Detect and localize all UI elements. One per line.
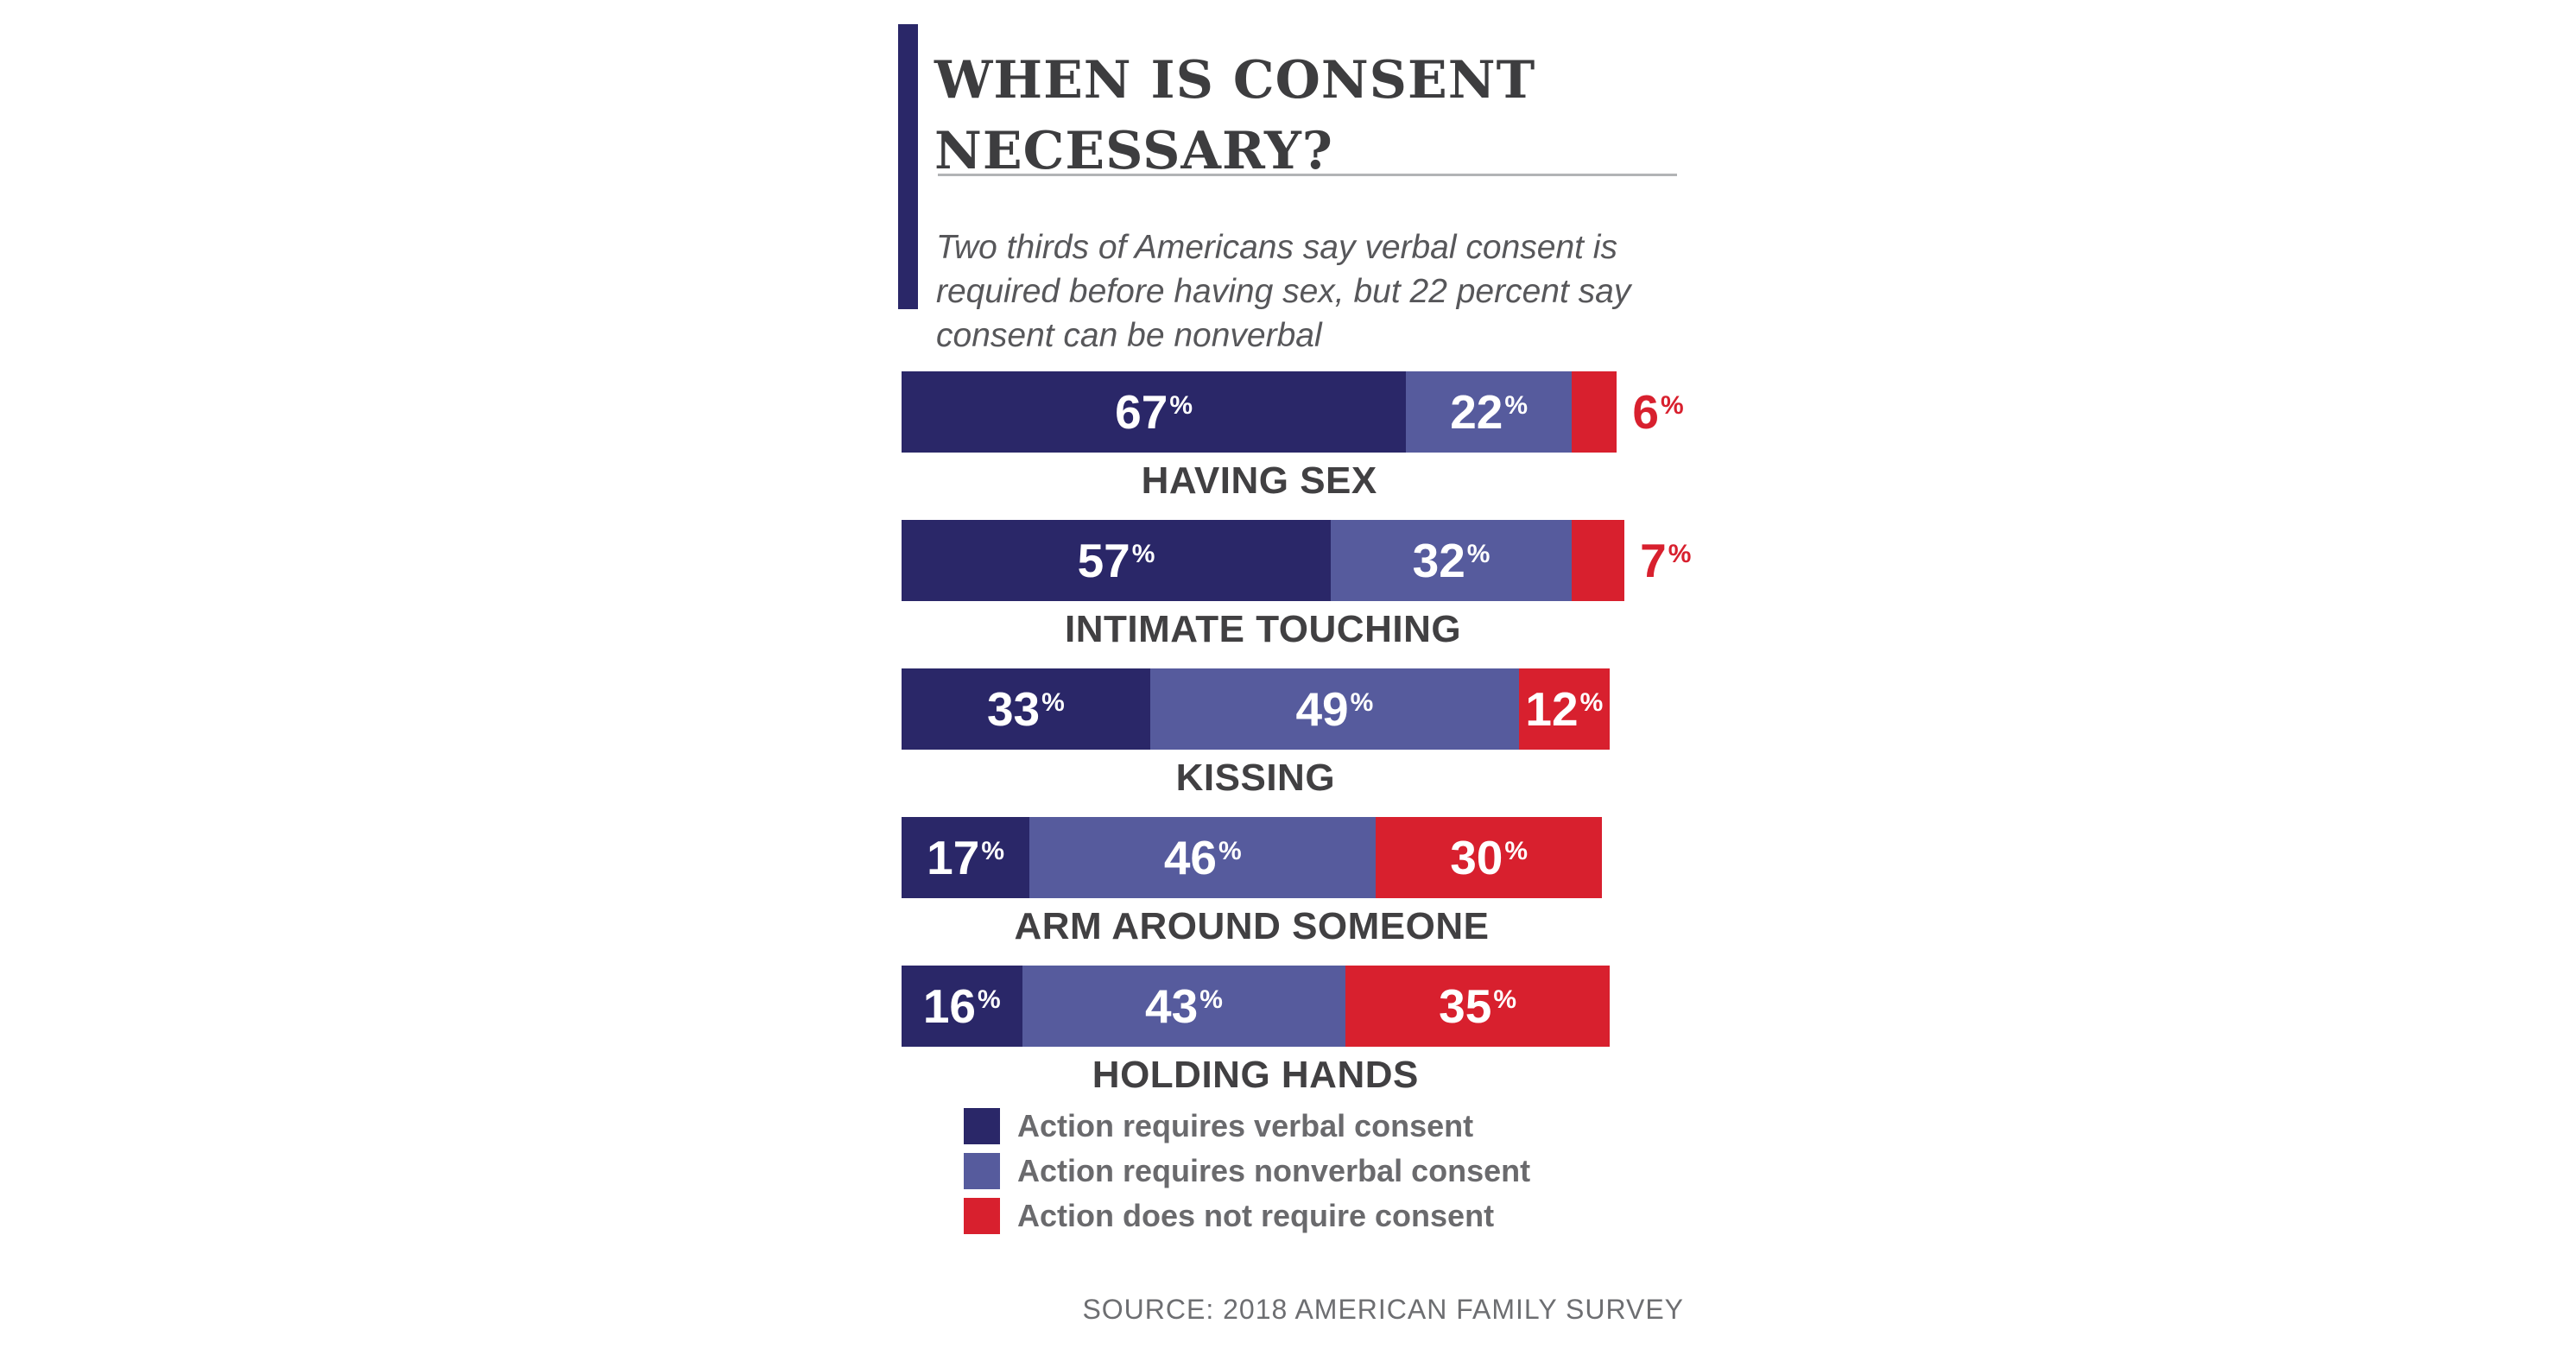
bar-outside-value-label: 7% xyxy=(1640,520,1691,601)
bar-category-label: ARM AROUND SOMEONE xyxy=(1014,905,1490,947)
bar-category-label: HOLDING HANDS xyxy=(1092,1054,1419,1096)
bar-segment-nonverbal: 22% xyxy=(1406,371,1573,453)
bar-row: 17% 46% 30% ARM AROUND SOMEONE xyxy=(902,817,1624,966)
bar-segment-no-consent xyxy=(1572,371,1617,453)
bar-value-label: 32% xyxy=(1412,534,1491,587)
legend-row: Action requires nonverbal consent xyxy=(964,1153,1530,1189)
bar-value-label: 16% xyxy=(922,979,1001,1033)
legend-swatch-nonverbal xyxy=(964,1153,1000,1189)
stacked-bar: 16% 43% 35% xyxy=(902,966,1624,1047)
chart-title: WHEN IS CONSENT NECESSARY? xyxy=(934,50,1536,182)
bar-value-label: 17% xyxy=(927,831,1005,884)
legend-label: Action requires nonverbal consent xyxy=(1017,1153,1531,1188)
title-accent-bar xyxy=(898,24,918,309)
bar-value-label: 49% xyxy=(1295,682,1374,736)
bar-category-label: HAVING SEX xyxy=(1141,459,1377,502)
header-divider xyxy=(938,174,1677,176)
legend-swatch-verbal xyxy=(964,1108,1000,1144)
bar-value-text: 7% xyxy=(1640,534,1692,587)
bar-segment-nonverbal: 49% xyxy=(1149,668,1520,750)
stacked-bar: 67% 22% 6% xyxy=(902,371,1684,453)
bar-value-label: 43% xyxy=(1145,979,1223,1033)
bar-segment-verbal: 16% xyxy=(902,966,1022,1047)
chart-subtitle: Two thirds of Americans say verbal conse… xyxy=(936,229,1631,354)
bar-value-text: 6% xyxy=(1632,385,1684,439)
legend-label: Action requires verbal consent xyxy=(1017,1108,1474,1143)
bar-segment-no-consent: 30% xyxy=(1376,817,1602,898)
stacked-bar: 33% 49% 12% xyxy=(902,668,1624,750)
bar-chart: 67% 22% 6% HAVING SEX 57% 32% 7% INTIMATE TOUCH… xyxy=(902,371,1691,1114)
bar-row: 67% 22% 6% HAVING SEX xyxy=(902,371,1684,520)
bar-value-label: 30% xyxy=(1450,831,1529,884)
bar-outside-value-label: 6% xyxy=(1632,371,1683,453)
legend-swatch-no-consent xyxy=(964,1198,1000,1234)
bar-category-label: INTIMATE TOUCHING xyxy=(1065,608,1462,650)
bar-segment-nonverbal: 32% xyxy=(1331,520,1573,601)
stacked-bar: 17% 46% 30% xyxy=(902,817,1624,898)
bar-value-label: 46% xyxy=(1163,831,1242,884)
bar-value-label: 22% xyxy=(1450,385,1529,439)
legend-row: Action does not require consent xyxy=(964,1198,1530,1234)
bar-value-label: 67% xyxy=(1115,385,1193,439)
legend-label: Action does not require consent xyxy=(1017,1198,1495,1233)
bar-row: 33% 49% 12% KISSING xyxy=(902,668,1624,817)
bar-value-label: 12% xyxy=(1525,682,1604,736)
bar-value-label: 35% xyxy=(1439,979,1516,1033)
bar-segment-verbal: 17% xyxy=(902,817,1030,898)
legend: Action requires verbal consent Action req… xyxy=(964,1108,1530,1243)
bar-segment-no-consent: 12% xyxy=(1519,668,1610,750)
source-note: SOURCE: 2018 AMERICAN FAMILY SURVEY xyxy=(1082,1294,1684,1325)
bar-row: 16% 43% 35% HOLDING HANDS xyxy=(902,966,1624,1114)
bar-value-label: 33% xyxy=(986,682,1065,736)
bar-segment-no-consent: 35% xyxy=(1345,966,1610,1047)
stacked-bar: 57% 32% 7% xyxy=(902,520,1691,601)
bar-segment-nonverbal: 46% xyxy=(1029,817,1377,898)
bar-segment-verbal: 33% xyxy=(902,668,1150,750)
bar-value-label: 57% xyxy=(1077,534,1155,587)
bar-segment-verbal: 57% xyxy=(902,520,1332,601)
bar-segment-nonverbal: 43% xyxy=(1022,966,1346,1047)
legend-row: Action requires verbal consent xyxy=(964,1108,1530,1144)
bar-segment-verbal: 67% xyxy=(902,371,1407,453)
bar-segment-no-consent xyxy=(1572,520,1625,601)
bar-row: 57% 32% 7% INTIMATE TOUCHING xyxy=(902,520,1691,668)
bar-category-label: KISSING xyxy=(1175,757,1336,799)
